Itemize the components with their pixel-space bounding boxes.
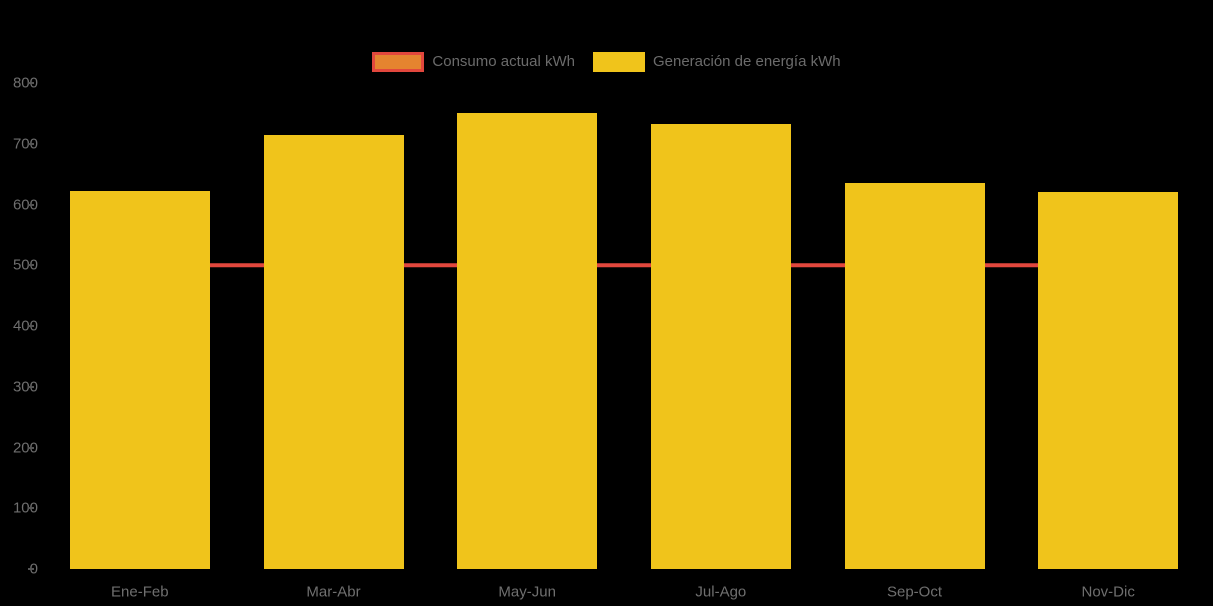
y-axis-tick-mark xyxy=(28,142,34,145)
x-axis-label-May-Jun: May-Jun xyxy=(498,583,556,601)
y-axis-tick-label: 300 xyxy=(12,378,38,396)
plot-area xyxy=(43,83,1205,569)
y-axis-tick-label: 200 xyxy=(12,439,38,456)
y-axis-tick-label: 500 xyxy=(12,256,38,274)
y-axis-tick-mark xyxy=(28,325,34,327)
y-axis-tick-mark xyxy=(28,264,34,267)
legend-item-generacion-energia[interactable]: Generación de energía kWh xyxy=(592,52,841,72)
bar-Mar-Abr xyxy=(263,134,404,569)
legend-label-consumo: Consumo actual kWh xyxy=(432,53,575,70)
legend-item-consumo-actual[interactable]: Consumo actual kWh xyxy=(372,52,575,72)
bar-May-Jun xyxy=(457,113,598,569)
bar-Nov-Dic xyxy=(1038,192,1179,569)
y-axis-tick-mark xyxy=(28,203,34,206)
x-axis-label-Ene-Feb: Ene-Feb xyxy=(111,583,169,601)
y-axis-tick-mark xyxy=(28,82,34,84)
bar-Ene-Feb xyxy=(69,191,210,569)
x-axis-label-Nov-Dic: Nov-Dic xyxy=(1081,583,1135,601)
legend-swatch-generacion-icon xyxy=(592,52,645,72)
x-axis-label-Jul-Ago: Jul-Ago xyxy=(695,583,747,601)
y-axis-tick-mark xyxy=(28,446,34,449)
legend-label-generacion: Generación de energía kWh xyxy=(652,53,841,70)
y-axis-tick-mark xyxy=(28,385,34,388)
x-axis-label-Sep-Oct: Sep-Oct xyxy=(886,583,943,601)
y-axis-tick-mark xyxy=(28,568,34,570)
y-axis-tick-label: 800 xyxy=(12,74,38,92)
y-axis: 0100200300400500600700800 xyxy=(0,0,40,606)
y-axis-tick-label: 100 xyxy=(12,499,38,517)
y-axis-tick-label: 400 xyxy=(12,317,38,335)
bar-Sep-Oct xyxy=(844,183,985,569)
x-axis-label-Mar-Abr: Mar-Abr xyxy=(306,583,361,601)
consumption-line-series xyxy=(134,259,1114,271)
y-axis-tick-mark xyxy=(28,507,34,510)
y-axis-tick-label: 600 xyxy=(12,196,38,213)
y-axis-tick-label: 700 xyxy=(12,135,38,153)
bar-Jul-Ago xyxy=(650,123,791,569)
x-axis: Ene-Feb Mar-Abr May-Jun Jul-Ago Sep-Oct Nov-D… xyxy=(43,569,1205,606)
chart-legend: Consumo actual kWh Generación de energía… xyxy=(0,50,1213,74)
legend-swatch-consumo-icon xyxy=(372,52,425,72)
